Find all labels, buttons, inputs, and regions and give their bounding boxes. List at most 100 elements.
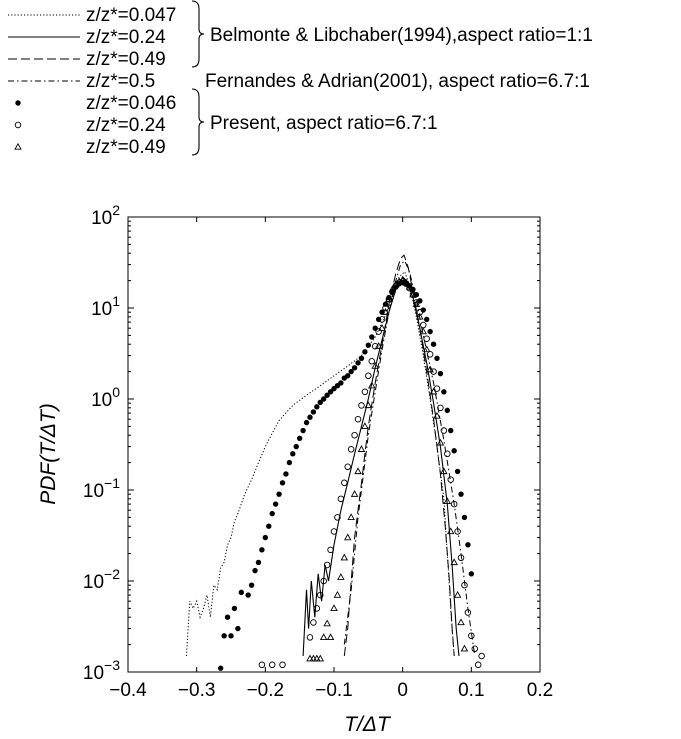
- data-point: [354, 415, 362, 423]
- data-point: [319, 633, 328, 641]
- data-point: [424, 316, 430, 323]
- x-tick-label: −0.4: [109, 680, 147, 701]
- data-point: [348, 368, 354, 375]
- data-point: [358, 355, 365, 362]
- data-point: [413, 299, 420, 306]
- series-5: [218, 279, 475, 671]
- data-point: [450, 500, 458, 508]
- series-line: [343, 254, 455, 657]
- data-point: [426, 351, 434, 358]
- data-point: [378, 324, 386, 331]
- y-tick-label: 100: [91, 384, 120, 411]
- data-point: [419, 327, 428, 335]
- data-point: [369, 334, 375, 340]
- data-point: [310, 409, 317, 415]
- x-tick-label: −0.2: [247, 680, 285, 701]
- data-point: [361, 422, 369, 430]
- data-point: [429, 387, 438, 395]
- data-point: [382, 304, 389, 312]
- data-point: [440, 467, 448, 475]
- y-axis-label: PDF(T/ΔT): [37, 403, 60, 505]
- data-point: [365, 372, 372, 380]
- legend-group-label: Fernandes & Adrian(2001), aspect ratio=6…: [205, 71, 590, 92]
- data-point: [330, 604, 338, 612]
- series-line: [343, 259, 476, 657]
- data-point: [417, 298, 423, 304]
- data-point: [272, 501, 279, 507]
- data-point: [351, 431, 358, 439]
- data-point: [338, 380, 344, 386]
- data-point: [320, 577, 327, 585]
- data-point: [368, 381, 376, 389]
- data-point: [447, 476, 454, 483]
- series-line: [185, 270, 455, 657]
- legend-entry-5: z/z*=0.046: [15, 93, 176, 114]
- legend-entry-6: z/z*=0.24: [14, 115, 166, 136]
- legend-label: z/z*=0.5: [86, 71, 155, 92]
- legend: z/z*=0.047z/z*=0.24z/z*=0.49z/z*=0.5z/z*…: [8, 0, 593, 158]
- data-point: [323, 561, 331, 569]
- data-point: [259, 547, 265, 553]
- data-point: [355, 360, 361, 366]
- data-point: [224, 614, 231, 620]
- legend-group-label: Present, aspect ratio=6.7:1: [210, 113, 438, 134]
- x-tick-label: −0.3: [178, 680, 216, 701]
- data-point: [347, 513, 355, 521]
- data-point: [218, 665, 224, 671]
- legend-entry-7: z/z*=0.49: [14, 137, 166, 158]
- data-point: [365, 342, 372, 348]
- data-point: [221, 633, 227, 639]
- axes: −0.4 −0.3 −0.2 −0.1 0 0.1 0.2 10−3 10−2 10−1 100 10…: [83, 202, 553, 701]
- data-point: [252, 567, 258, 574]
- plot-area: [185, 254, 485, 671]
- data-point: [427, 328, 433, 335]
- data-point: [307, 414, 313, 420]
- data-point: [341, 479, 348, 487]
- data-point: [436, 438, 445, 446]
- data-point: [433, 385, 441, 392]
- data-point: [238, 589, 244, 596]
- x-tick-label: −0.1: [315, 680, 353, 701]
- data-point: [323, 619, 331, 627]
- data-point: [354, 467, 362, 475]
- data-point: [303, 419, 310, 426]
- data-point: [327, 389, 334, 395]
- data-point: [334, 514, 341, 521]
- y-tick-label: 10−2: [83, 566, 120, 593]
- legend-group-2: Fernandes & Adrian(2001), aspect ratio=6…: [205, 71, 590, 92]
- data-point: [450, 558, 458, 566]
- data-point: [385, 295, 393, 302]
- data-point: [361, 388, 369, 396]
- data-point: [437, 370, 444, 377]
- data-point: [434, 355, 440, 362]
- data-point: [375, 328, 382, 335]
- data-point: [279, 661, 286, 669]
- legend-marker: [14, 142, 22, 150]
- legend-entry-2: z/z*=0.24: [8, 27, 166, 48]
- legend-label: z/z*=0.24: [86, 27, 166, 48]
- data-point: [371, 342, 379, 350]
- data-point: [266, 523, 272, 529]
- data-point: [430, 341, 437, 347]
- data-point: [343, 533, 352, 541]
- data-point: [371, 361, 379, 369]
- data-point: [381, 308, 390, 315]
- data-point: [330, 528, 338, 535]
- data-point: [350, 490, 359, 497]
- data-point: [333, 590, 342, 598]
- data-point: [468, 571, 475, 577]
- data-point: [454, 528, 461, 535]
- data-point: [457, 618, 465, 626]
- data-point: [283, 471, 289, 477]
- data-point: [231, 605, 238, 612]
- data-point: [372, 325, 378, 331]
- y-tick-label: 101: [91, 293, 120, 320]
- data-point: [358, 402, 365, 409]
- data-point: [423, 335, 430, 342]
- data-point: [351, 365, 358, 371]
- data-point: [409, 290, 417, 298]
- data-point: [478, 652, 485, 660]
- data-point: [347, 446, 355, 453]
- data-point: [300, 427, 306, 434]
- data-point: [433, 411, 441, 419]
